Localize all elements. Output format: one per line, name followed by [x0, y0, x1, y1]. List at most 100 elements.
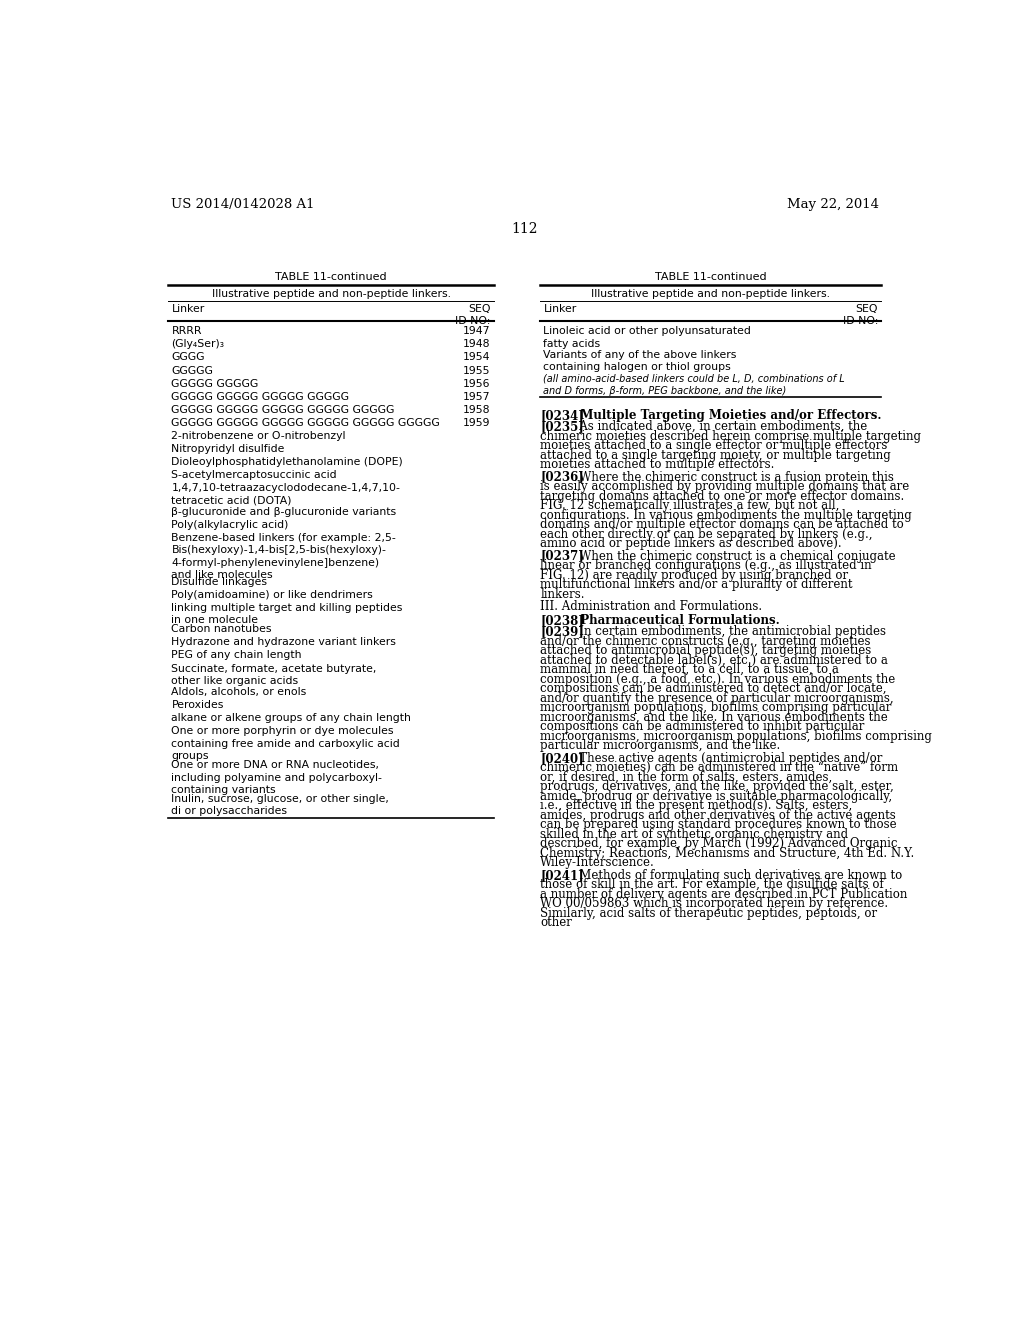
Text: GGGGG GGGGG GGGGG GGGGG GGGGG GGGGG: GGGGG GGGGG GGGGG GGGGG GGGGG GGGGG: [171, 418, 440, 428]
Text: In certain embodiments, the antimicrobial peptides: In certain embodiments, the antimicrobia…: [568, 626, 886, 639]
Text: amino acid or peptide linkers as described above).: amino acid or peptide linkers as describ…: [541, 537, 842, 550]
Text: compositions can be administered to detect and/or locate,: compositions can be administered to dete…: [541, 682, 887, 696]
Text: β-glucuronide and β-glucuronide variants: β-glucuronide and β-glucuronide variants: [171, 507, 396, 517]
Text: Linker: Linker: [544, 304, 577, 314]
Text: [0238]: [0238]: [541, 614, 584, 627]
Text: 1956: 1956: [463, 379, 490, 388]
Text: a number of delivery agents are described in PCT Publication: a number of delivery agents are describe…: [541, 887, 907, 900]
Text: 1957: 1957: [463, 392, 490, 401]
Text: US 2014/0142028 A1: US 2014/0142028 A1: [171, 198, 314, 211]
Text: Pharmaceutical Formulations.: Pharmaceutical Formulations.: [568, 614, 780, 627]
Text: [0236]: [0236]: [541, 471, 584, 483]
Text: Multiple Targeting Moieties and/or Effectors.: Multiple Targeting Moieties and/or Effec…: [568, 409, 882, 422]
Text: multifunctional linkers and/or a plurality of different: multifunctional linkers and/or a plurali…: [541, 578, 853, 591]
Text: One or more porphyrin or dye molecules
containing free amide and carboxylic acid: One or more porphyrin or dye molecules c…: [171, 726, 400, 762]
Text: [0241]: [0241]: [541, 869, 584, 882]
Text: attached to antimicrobial peptide(s), targeting moieties: attached to antimicrobial peptide(s), ta…: [541, 644, 871, 657]
Text: microorganisms, microorganism populations, biofilms comprising: microorganisms, microorganism population…: [541, 730, 932, 743]
Text: microorganisms, and the like. In various embodiments the: microorganisms, and the like. In various…: [541, 710, 888, 723]
Text: III. Administration and Formulations.: III. Administration and Formulations.: [541, 601, 763, 612]
Text: GGGGG GGGGG: GGGGG GGGGG: [171, 379, 259, 388]
Text: moieties attached to a single effector or multiple effectors: moieties attached to a single effector o…: [541, 440, 888, 451]
Text: FIG. 12) are readily produced by using branched or: FIG. 12) are readily produced by using b…: [541, 569, 849, 582]
Text: Wiley-Interscience.: Wiley-Interscience.: [541, 857, 655, 869]
Text: GGGGG: GGGGG: [171, 366, 213, 375]
Text: RRRR: RRRR: [171, 326, 202, 337]
Text: can be prepared using standard procedures known to those: can be prepared using standard procedure…: [541, 818, 897, 832]
Text: May 22, 2014: May 22, 2014: [787, 198, 879, 211]
Text: other: other: [541, 916, 572, 929]
Text: linear or branched configurations (e.g., as illustrated in: linear or branched configurations (e.g.,…: [541, 560, 871, 572]
Text: 1948: 1948: [463, 339, 490, 350]
Text: chimeric moieties described herein comprise multiple targeting: chimeric moieties described herein compr…: [541, 429, 922, 442]
Text: [0239]: [0239]: [541, 626, 584, 639]
Text: Chemistry; Reactions, Mechanisms and Structure, 4th Ed. N.Y.: Chemistry; Reactions, Mechanisms and Str…: [541, 846, 914, 859]
Text: targeting domains attached to one or more effector domains.: targeting domains attached to one or mor…: [541, 490, 904, 503]
Text: Nitropyridyl disulfide: Nitropyridyl disulfide: [171, 444, 285, 454]
Text: Dioleoylphosphatidylethanolamine (DOPE): Dioleoylphosphatidylethanolamine (DOPE): [171, 457, 403, 467]
Text: linkers.: linkers.: [541, 587, 585, 601]
Text: These active agents (antimicrobial peptides and/or: These active agents (antimicrobial pepti…: [568, 751, 883, 764]
Text: [0235]: [0235]: [541, 420, 584, 433]
Text: TABLE 11-continued: TABLE 11-continued: [655, 272, 767, 282]
Text: 1954: 1954: [463, 352, 490, 363]
Text: Illustrative peptide and non-peptide linkers.: Illustrative peptide and non-peptide lin…: [212, 289, 451, 298]
Text: Where the chimeric construct is a fusion protein this: Where the chimeric construct is a fusion…: [568, 471, 894, 483]
Text: Illustrative peptide and non-peptide linkers.: Illustrative peptide and non-peptide lin…: [591, 289, 830, 298]
Text: Inulin, sucrose, glucose, or other single,
di or polysaccharides: Inulin, sucrose, glucose, or other singl…: [171, 795, 389, 817]
Text: Disulfide linkages: Disulfide linkages: [171, 577, 267, 587]
Text: Hydrazone and hydrazone variant linkers: Hydrazone and hydrazone variant linkers: [171, 638, 396, 647]
Text: (all amino-acid-based linkers could be L, D, combinations of L
and D forms, β-fo: (all amino-acid-based linkers could be L…: [544, 374, 845, 396]
Text: 1947: 1947: [463, 326, 490, 337]
Text: those of skill in the art. For example, the disulfide salts of: those of skill in the art. For example, …: [541, 878, 884, 891]
Text: attached to a single targeting moiety, or multiple targeting: attached to a single targeting moiety, o…: [541, 449, 891, 462]
Text: prodrugs, derivatives, and the like, provided the salt, ester,: prodrugs, derivatives, and the like, pro…: [541, 780, 894, 793]
Text: PEG of any chain length: PEG of any chain length: [171, 651, 302, 660]
Text: 1,4,7,10-tetraazacyclododecane-1,4,7,10-
tetracetic acid (DOTA): 1,4,7,10-tetraazacyclododecane-1,4,7,10-…: [171, 483, 400, 506]
Text: and/or the chimeric constructs (e.g., targeting moieties: and/or the chimeric constructs (e.g., ta…: [541, 635, 870, 648]
Text: [0234]: [0234]: [541, 409, 584, 422]
Text: composition (e.g., a food, etc.). In various embodiments the: composition (e.g., a food, etc.). In var…: [541, 673, 896, 685]
Text: Aldols, alcohols, or enols: Aldols, alcohols, or enols: [171, 686, 306, 697]
Text: SEQ
ID NO:: SEQ ID NO:: [843, 304, 879, 326]
Text: skilled in the art of synthetic organic chemistry and: skilled in the art of synthetic organic …: [541, 828, 849, 841]
Text: Benzene-based linkers (for example: 2,5-
Bis(hexyloxy)-1,4-bis[2,5-bis(hexyloxy): Benzene-based linkers (for example: 2,5-…: [171, 533, 396, 581]
Text: Succinate, formate, acetate butyrate,
other like organic acids: Succinate, formate, acetate butyrate, ot…: [171, 664, 377, 686]
Text: 2-nitrobenzene or O-nitrobenzyl: 2-nitrobenzene or O-nitrobenzyl: [171, 430, 346, 441]
Text: alkane or alkene groups of any chain length: alkane or alkene groups of any chain len…: [171, 713, 412, 723]
Text: SEQ
ID NO:: SEQ ID NO:: [456, 304, 490, 326]
Text: i.e., effective in the present method(s). Salts, esters,: i.e., effective in the present method(s)…: [541, 799, 853, 812]
Text: moieties attached to multiple effectors.: moieties attached to multiple effectors.: [541, 458, 775, 471]
Text: GGGGG GGGGG GGGGG GGGGG GGGGG: GGGGG GGGGG GGGGG GGGGG GGGGG: [171, 405, 395, 414]
Text: amides, prodrugs and other derivatives of the active agents: amides, prodrugs and other derivatives o…: [541, 809, 896, 821]
Text: compositions can be administered to inhibit particular: compositions can be administered to inhi…: [541, 721, 864, 733]
Text: [0237]: [0237]: [541, 549, 584, 562]
Text: When the chimeric construct is a chemical conjugate: When the chimeric construct is a chemica…: [568, 549, 896, 562]
Text: particular microorganisms, and the like.: particular microorganisms, and the like.: [541, 739, 780, 752]
Text: each other directly or can be separated by linkers (e.g.,: each other directly or can be separated …: [541, 528, 872, 540]
Text: Poly(amidoamine) or like dendrimers
linking multiple target and killing peptides: Poly(amidoamine) or like dendrimers link…: [171, 590, 402, 626]
Text: attached to detectable label(s), etc.) are administered to a: attached to detectable label(s), etc.) a…: [541, 653, 888, 667]
Text: (Gly₄Ser)₃: (Gly₄Ser)₃: [171, 339, 224, 350]
Text: Linker: Linker: [171, 304, 205, 314]
Text: chimeric moieties) can be administered in the “native” form: chimeric moieties) can be administered i…: [541, 762, 898, 775]
Text: Similarly, acid salts of therapeutic peptides, peptoids, or: Similarly, acid salts of therapeutic pep…: [541, 907, 878, 920]
Text: Methods of formulating such derivatives are known to: Methods of formulating such derivatives …: [568, 869, 902, 882]
Text: or, if desired, in the form of salts, esters, amides,: or, if desired, in the form of salts, es…: [541, 771, 833, 784]
Text: S-acetylmercaptosuccinic acid: S-acetylmercaptosuccinic acid: [171, 470, 337, 480]
Text: 1955: 1955: [463, 366, 490, 375]
Text: amide, prodrug or derivative is suitable pharmacologically,: amide, prodrug or derivative is suitable…: [541, 789, 893, 803]
Text: Peroxides: Peroxides: [171, 700, 224, 710]
Text: One or more DNA or RNA nucleotides,
including polyamine and polycarboxyl-
contai: One or more DNA or RNA nucleotides, incl…: [171, 760, 382, 795]
Text: is easily accomplished by providing multiple domains that are: is easily accomplished by providing mult…: [541, 480, 909, 494]
Text: FIG. 12 schematically illustrates a few, but not all,: FIG. 12 schematically illustrates a few,…: [541, 499, 840, 512]
Text: TABLE 11-continued: TABLE 11-continued: [275, 272, 387, 282]
Text: WO 00/059863 which is incorporated herein by reference.: WO 00/059863 which is incorporated herei…: [541, 898, 889, 911]
Text: domains and/or multiple effector domains can be attached to: domains and/or multiple effector domains…: [541, 517, 904, 531]
Text: described, for example, by March (1992) Advanced Organic: described, for example, by March (1992) …: [541, 837, 898, 850]
Text: and/or quantify the presence of particular microorganisms,: and/or quantify the presence of particul…: [541, 692, 894, 705]
Text: Carbon nanotubes: Carbon nanotubes: [171, 624, 272, 634]
Text: mammal in need thereof, to a cell, to a tissue, to a: mammal in need thereof, to a cell, to a …: [541, 663, 840, 676]
Text: Linoleic acid or other polyunsaturated
fatty acids: Linoleic acid or other polyunsaturated f…: [544, 326, 752, 348]
Text: Variants of any of the above linkers
containing halogen or thiol groups: Variants of any of the above linkers con…: [544, 350, 737, 372]
